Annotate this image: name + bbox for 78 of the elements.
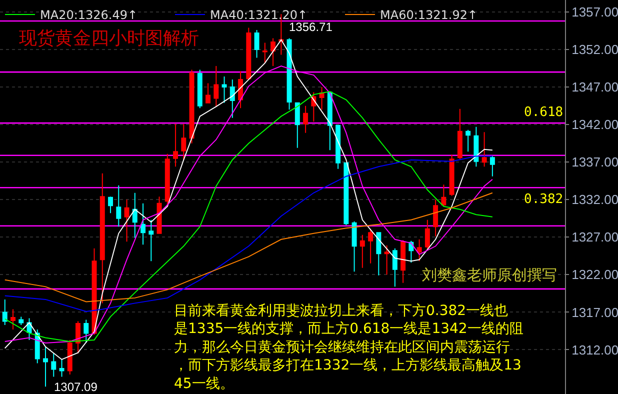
candlestick bbox=[34, 328, 40, 364]
candlestick bbox=[124, 199, 130, 242]
annotation: 1307.09 bbox=[54, 380, 98, 394]
y-tick-label: 1352.00 bbox=[572, 42, 618, 58]
candlestick bbox=[482, 132, 487, 168]
candlestick bbox=[319, 86, 324, 110]
candlestick bbox=[336, 124, 341, 170]
candlestick bbox=[173, 123, 178, 168]
candlestick bbox=[466, 129, 471, 152]
y-tick-label: 1347.00 bbox=[572, 80, 618, 95]
y-tick-label: 1357.00 bbox=[572, 4, 618, 20]
candlestick bbox=[51, 352, 56, 378]
candlestick bbox=[408, 240, 414, 264]
text: 0.382 bbox=[524, 192, 564, 207]
candlestick bbox=[156, 196, 162, 234]
candlestick bbox=[303, 105, 308, 134]
candlestick bbox=[270, 38, 276, 67]
y-tick-label: 1332.00 bbox=[572, 192, 618, 208]
candlestick bbox=[164, 153, 170, 208]
candlestick bbox=[92, 248, 97, 336]
candlestick bbox=[344, 162, 349, 226]
candlestick bbox=[294, 102, 300, 148]
text: 现货黄金四小时图解析 bbox=[19, 28, 199, 48]
candlestick bbox=[474, 126, 479, 168]
candlestick bbox=[108, 196, 113, 214]
candlestick bbox=[230, 79, 235, 118]
text: 0.618 bbox=[524, 105, 564, 120]
y-tick-label: 1322.00 bbox=[572, 267, 618, 282]
candlestick bbox=[254, 30, 260, 58]
candlestick bbox=[327, 92, 332, 151]
candlestick bbox=[84, 319, 89, 344]
candlestick bbox=[246, 27, 252, 80]
candlestick bbox=[189, 69, 194, 144]
candlestick bbox=[18, 316, 24, 326]
candlestick bbox=[416, 238, 422, 262]
candlestick bbox=[368, 228, 374, 264]
candlestick bbox=[457, 108, 462, 160]
candlestick bbox=[181, 123, 186, 160]
annotation: 刘樊鑫老师原创撰写 bbox=[422, 266, 557, 284]
candlestick bbox=[449, 154, 454, 196]
candlestick bbox=[43, 346, 48, 388]
legend-label: MA20:1326.49↑ bbox=[40, 8, 138, 22]
candlestick bbox=[286, 38, 292, 110]
candlestick bbox=[116, 184, 122, 228]
candlestick bbox=[2, 298, 8, 326]
candlestick bbox=[352, 220, 357, 272]
candlestick bbox=[400, 240, 406, 284]
y-tick-label: 1327.00 bbox=[572, 230, 618, 245]
candlestick bbox=[424, 219, 430, 250]
candlestick bbox=[76, 320, 80, 354]
candlestick bbox=[441, 184, 446, 207]
candlestick bbox=[262, 42, 268, 64]
candlestick bbox=[140, 202, 146, 246]
candlestick bbox=[238, 70, 244, 109]
candlestick bbox=[392, 248, 398, 288]
y-tick-label: 1312.00 bbox=[572, 342, 618, 358]
candlestick bbox=[10, 308, 16, 330]
y-tick-label: 1342.00 bbox=[572, 117, 618, 132]
candlestick bbox=[67, 339, 72, 375]
candlestick bbox=[214, 66, 219, 108]
annotation: 目前来看黄金利用斐波拉切上来看，下方0.382一线也是1335一线的支撑，而上方0.618一线是1342一线的阻力，那么今日黄金预计会继续维持在此区间内震荡运行，而下方影线最多打在1332一线，上方影线最高触及1345一线。 bbox=[174, 303, 524, 392]
candlestick bbox=[384, 244, 390, 276]
candlestick bbox=[360, 234, 365, 268]
candlestick bbox=[148, 219, 154, 262]
legend-label: MA40:1321.20↑ bbox=[210, 8, 308, 22]
y-tick-label: 1317.00 bbox=[572, 304, 618, 320]
candlestick bbox=[206, 82, 211, 104]
candlestick bbox=[100, 172, 105, 304]
candlestick bbox=[132, 192, 138, 238]
candlestick bbox=[376, 232, 382, 276]
annotation: 1356.71 bbox=[289, 20, 333, 34]
legend-label: MA60:1321.92↑ bbox=[380, 8, 478, 22]
candlestick bbox=[433, 199, 438, 237]
y-tick-label: 1337.00 bbox=[572, 154, 618, 170]
candlestick bbox=[490, 156, 495, 177]
candlestick bbox=[197, 69, 202, 109]
candlestick bbox=[222, 76, 227, 104]
candlestick bbox=[59, 358, 64, 378]
